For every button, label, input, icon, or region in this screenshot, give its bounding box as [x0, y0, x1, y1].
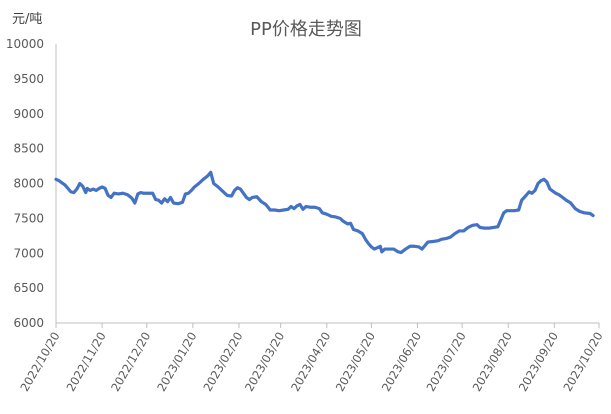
x-tick-label: 2022/12/20	[108, 330, 153, 394]
y-tick-label: 8000	[13, 177, 44, 191]
y-tick-label: 7500	[13, 211, 44, 225]
x-tick-label: 2023/10/20	[560, 330, 605, 394]
y-tick-label: 8500	[13, 142, 44, 156]
x-tick-label: 2023/01/20	[154, 330, 199, 394]
chart-title: PP价格走势图	[250, 19, 362, 40]
y-tick-label: 6500	[13, 281, 44, 295]
x-tick-label: 2023/06/20	[379, 330, 424, 394]
y-axis-tick-labels: 6000 6500 7000 7500 8000 8500 9000 9500 10000	[6, 37, 44, 330]
y-tick-label: 7000	[13, 246, 44, 260]
y-tick-label: 10000	[6, 37, 44, 51]
x-tick-label: 2022/10/20	[17, 330, 62, 394]
x-tick-label: 2023/02/20	[200, 330, 245, 394]
y-tick-label: 6000	[13, 316, 44, 330]
x-tick-label: 2022/11/20	[63, 330, 108, 394]
x-tick-label: 2023/05/20	[333, 330, 378, 394]
x-tick-label: 2023/03/20	[242, 330, 287, 394]
series-price	[54, 170, 595, 255]
y-tick-label: 9000	[13, 107, 44, 121]
y-axis-unit-label: 元/吨	[12, 12, 42, 27]
y-tick-label: 9500	[13, 72, 44, 86]
x-axis-tick-labels: 2022/10/20 2022/11/20 2022/12/20 2023/01/20…	[17, 330, 605, 394]
x-tick-label: 2023/08/20	[470, 330, 515, 394]
x-tick-label: 2023/04/20	[288, 330, 333, 394]
x-tick-label: 2023/07/20	[423, 330, 468, 394]
series-line	[54, 170, 595, 255]
axes	[55, 44, 600, 328]
x-tick-label: 2023/09/20	[516, 330, 561, 394]
